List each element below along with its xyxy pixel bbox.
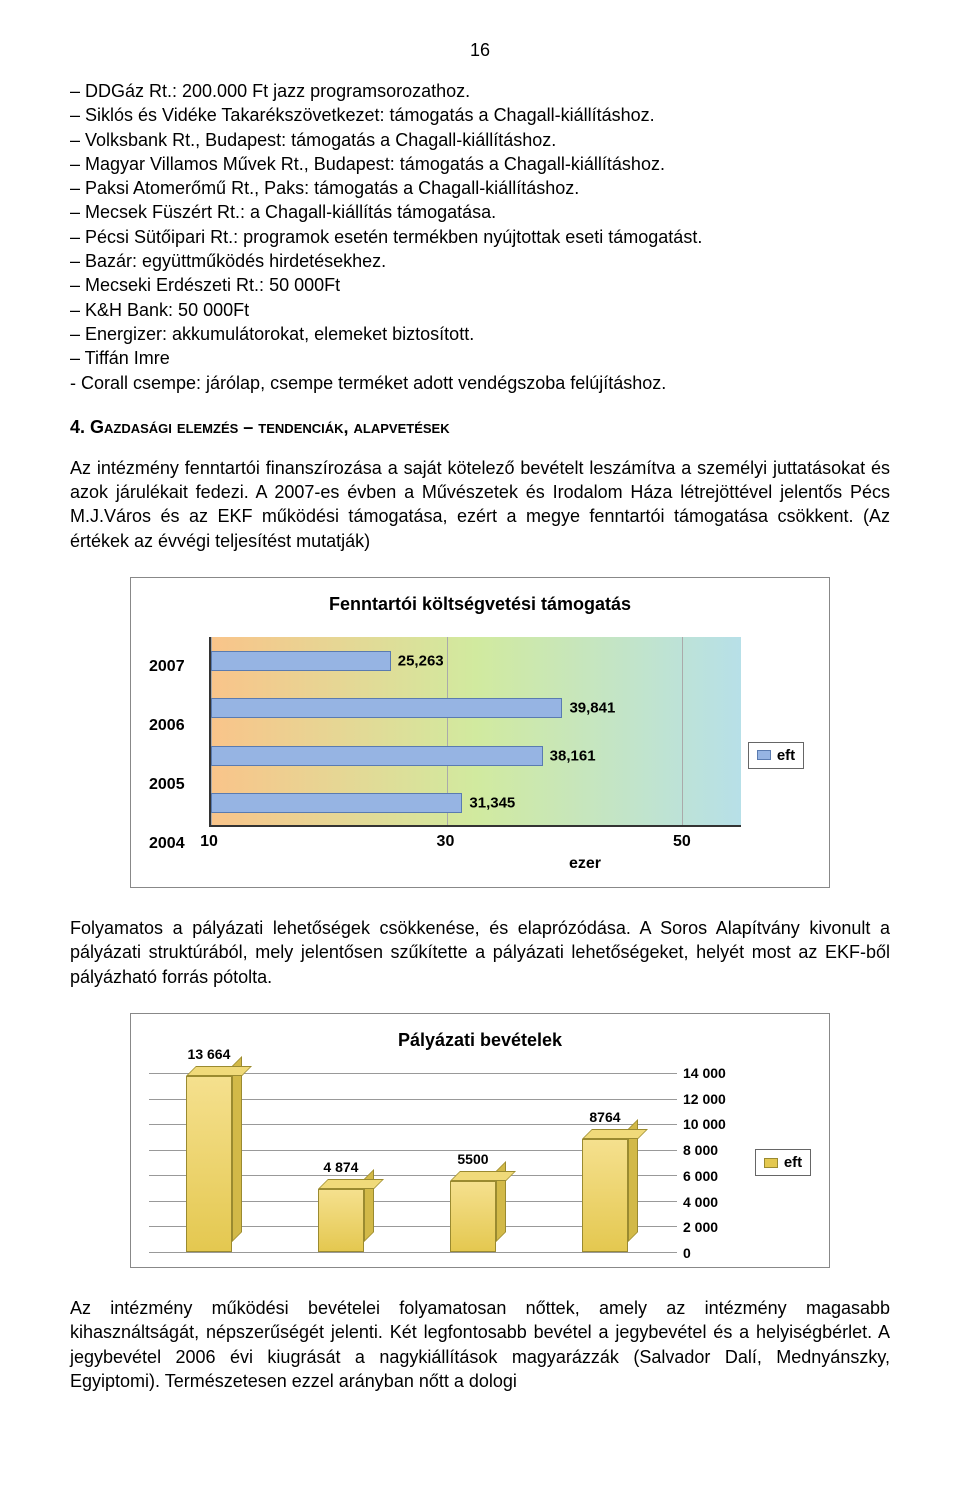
vbar-legend: eft — [755, 1073, 811, 1253]
list-item: – K&H Bank: 50 000Ft — [70, 298, 890, 322]
bar-value-label: 38,161 — [550, 747, 596, 764]
bar-value-label: 31,345 — [469, 795, 515, 812]
bar-top-face — [186, 1066, 252, 1076]
vbar-bar: 8764 — [582, 1139, 628, 1252]
vbar-y-axis: 02 0004 0006 0008 00010 00012 00014 000 — [677, 1073, 755, 1253]
y-tick: 8 000 — [683, 1142, 718, 1158]
chart-title: Pályázati bevételek — [149, 1030, 811, 1051]
bar-top-face — [318, 1179, 384, 1189]
legend-swatch — [764, 1158, 778, 1168]
legend-label: eft — [777, 747, 795, 764]
section-heading: 4. Gazdasági elemzés – tendenciák, alapv… — [70, 417, 890, 438]
vbar-bar: 13 664 — [186, 1076, 232, 1252]
legend-swatch — [757, 750, 771, 760]
list-item: – Paksi Atomerőmű Rt., Paks: támogatás a… — [70, 176, 890, 200]
list-item: – Energizer: akkumulátorokat, elemeket b… — [70, 322, 890, 346]
bar-value-label: 13 664 — [188, 1046, 231, 1062]
paragraph-palyazat: Folyamatos a pályázati lehetőségek csökk… — [70, 916, 890, 989]
hbar-bar: 25,263 — [211, 651, 391, 671]
vbar-bar: 5500 — [450, 1181, 496, 1252]
chart-palyazati: Pályázati bevételek 13 6644 87455008764 … — [130, 1013, 830, 1268]
y-tick: 12 000 — [683, 1091, 726, 1107]
hbar-legend: eft — [741, 637, 811, 873]
hbar-plot-area: 25,263 39,841 38,161 31,345 — [209, 637, 741, 827]
list-item: – Siklós és Vidéke Takarékszövetkezet: t… — [70, 103, 890, 127]
bar-side-face — [232, 1056, 242, 1242]
list-item: – Magyar Villamos Művek Rt., Budapest: t… — [70, 152, 890, 176]
bar-face — [450, 1181, 496, 1252]
x-tick: 30 — [437, 833, 455, 851]
list-item: – DDGáz Rt.: 200.000 Ft jazz programsoro… — [70, 79, 890, 103]
list-item: - Corall csempe: járólap, csempe terméke… — [70, 371, 890, 395]
y-tick: 0 — [683, 1245, 691, 1261]
vbar-chart: 13 6644 87455008764 02 0004 0006 0008 00… — [149, 1073, 811, 1253]
list-item: – Mecsek Füszért Rt.: a Chagall-kiállítá… — [70, 200, 890, 224]
hbar-bar: 39,841 — [211, 698, 562, 718]
hbar-row: 25,263 — [211, 651, 741, 671]
y-category: 2006 — [149, 717, 197, 735]
paragraph-final: Az intézmény működési bevételei folyamat… — [70, 1296, 890, 1393]
y-tick: 14 000 — [683, 1065, 726, 1081]
hbar-bar: 38,161 — [211, 746, 543, 766]
y-tick: 4 000 — [683, 1194, 718, 1210]
hbar-bar: 31,345 — [211, 793, 462, 813]
bar-face — [582, 1139, 628, 1252]
y-category: 2004 — [149, 835, 197, 853]
hbar-x-axis: 103050 — [209, 833, 741, 853]
vbar-plot-area: 13 664 4 874 5500 8764 — [149, 1073, 677, 1253]
chart-title: Fenntartói költségvetési támogatás — [149, 594, 811, 615]
hbar-row: 39,841 — [211, 698, 741, 718]
list-item: – Pécsi Sütőipari Rt.: programok esetén … — [70, 225, 890, 249]
hbar-chart: 2007 2006 2005 2004 25,263 39,841 38,161 31… — [149, 637, 811, 873]
list-item: – Volksbank Rt., Budapest: támogatás a C… — [70, 128, 890, 152]
bar-face — [318, 1189, 364, 1252]
document-page: 16 – DDGáz Rt.: 200.000 Ft jazz programs… — [0, 0, 960, 1433]
chart-fenntartoi: Fenntartói költségvetési támogatás 2007 … — [130, 577, 830, 888]
y-tick: 6 000 — [683, 1168, 718, 1184]
x-tick: 50 — [673, 833, 691, 851]
bar-top-face — [582, 1129, 648, 1139]
y-tick: 10 000 — [683, 1116, 726, 1132]
legend-box: eft — [748, 742, 804, 769]
bar-value-label: 25,263 — [398, 652, 444, 669]
page-number: 16 — [70, 40, 890, 61]
bar-value-label: 39,841 — [569, 700, 615, 717]
hbar-row: 31,345 — [211, 793, 741, 813]
hbar-row: 38,161 — [211, 746, 741, 766]
vbar-bar: 4 874 — [318, 1189, 364, 1252]
bar-value-label: 8764 — [589, 1109, 620, 1125]
hbar-x-unit: ezer — [209, 855, 741, 873]
bar-face — [186, 1076, 232, 1252]
bar-value-label: 4 874 — [323, 1159, 358, 1175]
sponsor-bullet-list: – DDGáz Rt.: 200.000 Ft jazz programsoro… — [70, 79, 890, 395]
y-category: 2007 — [149, 658, 197, 676]
y-category: 2005 — [149, 776, 197, 794]
x-tick: 10 — [200, 833, 218, 851]
list-item: – Tiffán Imre — [70, 346, 890, 370]
hbar-plot-wrap: 25,26339,84138,16131,345 103050 ezer — [209, 637, 741, 873]
legend-label: eft — [784, 1154, 802, 1171]
list-item: – Bazár: együttműködés hirdetésekhez. — [70, 249, 890, 273]
y-tick: 2 000 — [683, 1219, 718, 1235]
list-item: – Mecseki Erdészeti Rt.: 50 000Ft — [70, 273, 890, 297]
legend-box: eft — [755, 1149, 811, 1176]
bar-value-label: 5500 — [457, 1151, 488, 1167]
bar-top-face — [450, 1171, 516, 1181]
paragraph-intro: Az intézmény fenntartói finanszírozása a… — [70, 456, 890, 553]
